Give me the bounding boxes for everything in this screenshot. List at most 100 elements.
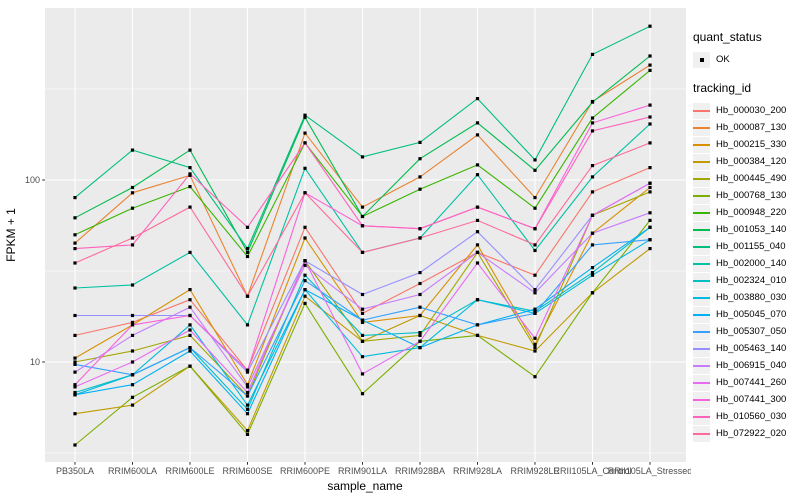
data-point-Hb_001053_140	[475, 121, 480, 125]
data-point-Hb_003880_030	[590, 273, 595, 277]
data-point-Hb_001155_040	[360, 155, 365, 159]
data-point-Hb_002324_010	[245, 407, 250, 411]
legend-key-swatch	[693, 272, 710, 289]
legend-key-swatch	[693, 119, 710, 136]
legend-label: Hb_000768_130	[716, 190, 787, 201]
legend-item-Hb_006915_040: Hb_006915_040	[693, 357, 800, 374]
plot-area: PB350LA RRIM600LA RRIM600LE RRIM600SE RRIM60…	[4, 8, 691, 493]
data-point-Hb_000384_120	[418, 313, 422, 318]
legend-label: Hb_000948_220	[716, 207, 787, 218]
legend-item-Hb_072922_020: Hb_072922_020	[693, 425, 800, 442]
legend-key-swatch	[693, 170, 710, 187]
data-point-Hb_000445_490	[648, 190, 652, 194]
data-point-Hb_000215_330	[188, 288, 192, 292]
data-point-Hb_006915_040	[73, 370, 77, 374]
legend-item-Hb_001155_040: Hb_001155_040	[693, 238, 800, 255]
data-point-Hb_000030_200	[73, 333, 77, 337]
data-point-Hb_006915_040	[188, 305, 192, 309]
data-point-Hb_002000_140	[245, 323, 250, 327]
x-tick-label: PB350LA	[56, 466, 94, 476]
data-point-Hb_000215_330	[475, 243, 480, 247]
data-point-Hb_007441_300	[73, 383, 77, 387]
data-point-Hb_005307_050	[73, 362, 77, 366]
legend-label-ok: OK	[716, 54, 730, 65]
data-point-Hb_005307_050	[590, 243, 595, 247]
data-point-Hb_010560_030	[418, 227, 422, 231]
data-point-Hb_000768_130	[188, 364, 192, 368]
data-point-Hb_010560_030	[245, 225, 250, 229]
data-point-Hb_002324_010	[303, 273, 307, 277]
data-point-Hb_007441_260	[130, 360, 135, 364]
data-point-Hb_007441_260	[590, 213, 595, 217]
legend-item-Hb_000030_200: Hb_000030_200	[693, 102, 800, 119]
legend-spacer	[691, 68, 800, 81]
data-point-Hb_001155_040	[475, 97, 480, 101]
legend-item-Hb_002000_140: Hb_002000_140	[693, 255, 800, 272]
legend-label: Hb_005463_140	[716, 343, 787, 354]
data-point-Hb_006915_040	[533, 291, 537, 295]
legend-line-icon	[693, 347, 710, 350]
legend-line-icon	[693, 432, 710, 435]
data-point-Hb_003880_030	[360, 355, 365, 359]
data-point-Hb_003880_030	[475, 298, 480, 302]
data-point-Hb_001053_140	[533, 168, 537, 172]
legend-label: Hb_005307_050	[716, 326, 787, 337]
data-point-Hb_072922_020	[533, 243, 537, 247]
data-point-Hb_010560_030	[533, 227, 537, 231]
legend-item-Hb_003880_030: Hb_003880_030	[693, 289, 800, 306]
data-point-Hb_000087_130	[475, 133, 480, 137]
data-point-Hb_007441_260	[188, 328, 192, 332]
legend-line-icon	[693, 177, 710, 180]
data-point-Hb_006915_040	[360, 307, 365, 311]
x-tick-label: RRIM600SE	[222, 466, 272, 476]
data-point-Hb_010560_030	[648, 115, 652, 119]
legend-line-icon	[693, 381, 710, 384]
data-point-Hb_000215_330	[73, 356, 77, 360]
data-point-Hb_007441_260	[73, 385, 77, 389]
data-point-Hb_002000_140	[303, 166, 307, 170]
data-point-Hb_000768_130	[590, 291, 595, 295]
legend-line-icon	[693, 160, 710, 163]
legend-line-icon	[693, 194, 710, 197]
data-point-Hb_002324_010	[360, 333, 365, 337]
data-point-Hb_000445_490	[418, 333, 422, 337]
x-tick-label: RRIM600LA	[108, 466, 157, 476]
data-point-Hb_000948_220	[475, 163, 480, 167]
data-point-Hb_072922_020	[245, 294, 250, 298]
data-point-Hb_000030_200	[360, 311, 365, 315]
data-point-Hb_001053_140	[130, 185, 135, 190]
legend-label: Hb_000445_490	[716, 173, 787, 184]
data-point-Hb_000215_330	[303, 236, 307, 240]
legend-item-Hb_005463_140: Hb_005463_140	[693, 340, 800, 357]
data-point-Hb_007441_300	[245, 368, 250, 372]
legend-label: Hb_005045_070	[716, 309, 787, 320]
data-point-Hb_000215_330	[533, 342, 537, 346]
data-point-Hb_010560_030	[130, 243, 135, 247]
data-point-Hb_072922_020	[188, 205, 192, 209]
data-point-Hb_005307_050	[245, 394, 250, 398]
legend-key-swatch	[693, 255, 710, 272]
legend-item-Hb_007441_300: Hb_007441_300	[693, 391, 800, 408]
data-point-Hb_001053_140	[245, 250, 250, 254]
data-point-Hb_000768_130	[73, 443, 77, 447]
legend-line-icon	[693, 279, 710, 282]
data-point-Hb_007441_260	[648, 181, 652, 185]
x-axis-title: sample_name	[327, 479, 403, 493]
legend-item-Hb_002324_010: Hb_002324_010	[693, 272, 800, 289]
data-point-Hb_000948_220	[130, 206, 135, 210]
data-point-Hb_010560_030	[590, 129, 595, 133]
data-point-Hb_000030_200	[303, 225, 307, 229]
data-point-Hb_007441_300	[188, 313, 192, 318]
data-point-Hb_000215_330	[245, 383, 250, 387]
data-point-Hb_005307_050	[475, 323, 480, 327]
legend-line-icon	[693, 245, 710, 248]
legend-key-swatch	[693, 289, 710, 306]
legend-line-icon	[693, 109, 710, 112]
data-point-Hb_000948_220	[648, 68, 652, 72]
data-point-Hb_005307_050	[648, 238, 652, 242]
data-point-Hb_007441_260	[418, 339, 422, 343]
x-tick-label: RRIM928BA	[395, 466, 445, 476]
data-point-Hb_000030_200	[590, 190, 595, 194]
data-point-Hb_007441_260	[533, 336, 537, 340]
legend-label: Hb_072922_020	[716, 428, 787, 439]
